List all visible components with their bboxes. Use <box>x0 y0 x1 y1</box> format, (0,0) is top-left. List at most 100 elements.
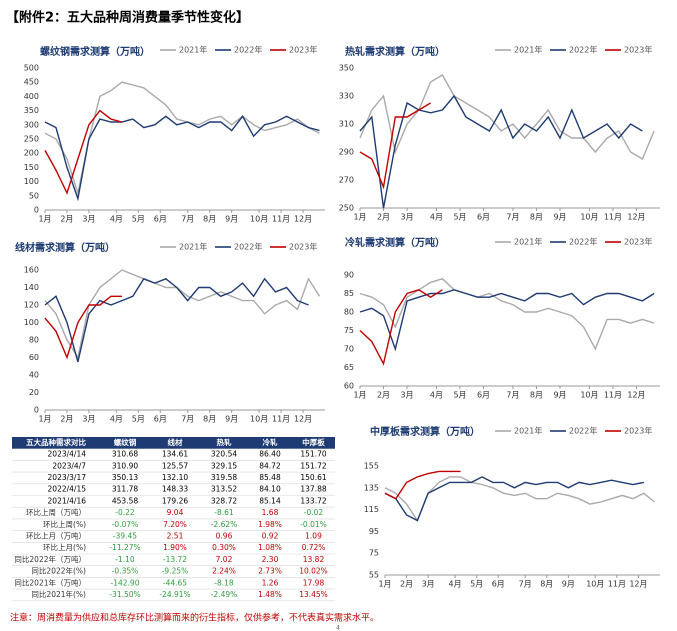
table-cell: 2.30 <box>262 555 279 564</box>
table-cell: 2021/4/16 <box>48 496 87 505</box>
y-tick-label: 75 <box>344 326 354 335</box>
legend-label: 2021年 <box>514 45 542 55</box>
table-cell: 同比2021年(%) <box>31 589 86 599</box>
table-cell: 环比上周（万吨） <box>26 507 86 517</box>
y-tick-label: 310 <box>339 120 354 129</box>
table-cell: -142.90 <box>111 578 140 587</box>
table-cell: 1.68 <box>262 508 279 517</box>
table-cell: 133.72 <box>300 496 326 505</box>
table-cell: -9.25% <box>162 567 189 576</box>
x-tick-label: 12月 <box>294 415 312 424</box>
x-tick-label: 6月 <box>477 213 490 222</box>
x-tick-label: 7月 <box>506 213 519 222</box>
x-tick-label: 8月 <box>203 415 216 424</box>
table-cell: 310.68 <box>112 450 138 459</box>
table-cell: 84.72 <box>259 461 281 470</box>
x-tick-label: 4月 <box>449 580 462 589</box>
y-tick-label: 400 <box>24 92 39 101</box>
y-tick-label: 350 <box>24 106 39 115</box>
y-tick-label: 55 <box>369 571 379 580</box>
legend-label: 2023年 <box>289 45 317 55</box>
y-tick-label: 20 <box>29 388 39 397</box>
series-line <box>384 470 461 500</box>
x-tick-label: 3月 <box>82 415 95 424</box>
legend-label: 2022年 <box>569 45 597 55</box>
x-tick-label: 3月 <box>422 580 435 589</box>
legend-label: 2021年 <box>514 237 542 247</box>
x-tick-label: 12月 <box>629 580 647 589</box>
series-line <box>44 81 320 196</box>
x-tick-label: 4月 <box>110 215 123 224</box>
legend-label: 2023年 <box>624 45 652 55</box>
page-title: 【附件2：五大品种周消费量季节性变化】 <box>6 10 249 26</box>
x-tick-label: 5月 <box>453 213 466 222</box>
table-cell: 125.57 <box>162 461 188 470</box>
table-cell: 350.13 <box>112 473 138 482</box>
series-line <box>384 476 644 522</box>
table-cell: 319.58 <box>211 473 237 482</box>
table-cell: 1.48% <box>258 590 282 599</box>
x-tick-label: 6月 <box>154 415 167 424</box>
table-cell: 151.70 <box>300 450 326 459</box>
table-cell: 2022/4/15 <box>48 485 87 494</box>
x-tick-label: 7月 <box>181 215 194 224</box>
y-tick-label: 90 <box>344 271 354 280</box>
x-tick-label: 8月 <box>530 213 543 222</box>
table-cell: -0.02 <box>304 508 324 517</box>
legend-label: 2022年 <box>234 242 262 252</box>
x-tick-label: 4月 <box>110 415 123 424</box>
series-line <box>359 277 655 351</box>
y-tick-label: 65 <box>344 363 354 372</box>
table-cell: 2.24% <box>212 567 236 576</box>
series-line <box>44 277 309 363</box>
y-tick-label: 300 <box>24 120 39 129</box>
x-tick-label: 1月 <box>353 213 366 222</box>
table-header-cell: 热轧 <box>217 437 232 447</box>
x-tick-label: 1月 <box>353 391 366 400</box>
table-cell: -0.01% <box>300 520 327 529</box>
x-tick-label: 5月 <box>453 391 466 400</box>
table-cell: -1.10 <box>115 555 135 564</box>
x-tick-label: 8月 <box>530 391 543 400</box>
table-cell: 环比上周(%) <box>43 519 86 529</box>
table-header-cell: 中厚板 <box>302 437 325 447</box>
table-cell: -0.22 <box>115 508 135 517</box>
table-cell: 13.45% <box>299 590 328 599</box>
x-tick-label: 3月 <box>401 213 414 222</box>
table-cell: 1.98% <box>258 520 282 529</box>
table-cell: -8.18 <box>214 578 234 587</box>
series-line <box>359 289 443 366</box>
series-line <box>44 115 320 202</box>
chart-title: 中厚板需求测算（万吨） <box>370 425 480 438</box>
x-tick-label: 12月 <box>627 213 645 222</box>
x-tick-label: 6月 <box>154 215 167 224</box>
legend-label: 2021年 <box>514 426 542 436</box>
table-cell: 环比上月(%) <box>43 542 86 552</box>
x-tick-label: 9月 <box>225 215 238 224</box>
legend-label: 2023年 <box>289 242 317 252</box>
table-cell: -31.50% <box>109 590 140 599</box>
y-tick-label: 80 <box>29 336 39 345</box>
y-tick-label: 95 <box>369 527 379 536</box>
legend-label: 2022年 <box>234 45 262 55</box>
x-tick-label: 5月 <box>470 580 483 589</box>
table-cell: 151.72 <box>300 461 326 470</box>
table-cell: 328.72 <box>211 496 237 505</box>
series-line <box>359 74 655 161</box>
x-tick-label: 5月 <box>132 215 145 224</box>
table-cell: 0.92 <box>262 531 279 540</box>
note: 注意：周消费量为供应和总库存环比测算而来的衍生指标，仅供参考，不代表真实需求水平… <box>10 612 379 624</box>
table-header-cell: 五大品种需求对比 <box>26 437 86 447</box>
x-tick-label: 3月 <box>82 215 95 224</box>
table-cell: 320.54 <box>211 450 237 459</box>
table-cell: 134.61 <box>162 450 188 459</box>
x-tick-label: 6月 <box>477 391 490 400</box>
x-tick-label: 10月 <box>580 213 598 222</box>
y-tick-label: 85 <box>344 289 354 298</box>
x-tick-label: 11月 <box>272 215 290 224</box>
series-line <box>359 94 643 209</box>
x-tick-label: 5月 <box>132 415 145 424</box>
table-cell: 1.09 <box>305 531 322 540</box>
y-tick-label: 60 <box>29 353 39 362</box>
